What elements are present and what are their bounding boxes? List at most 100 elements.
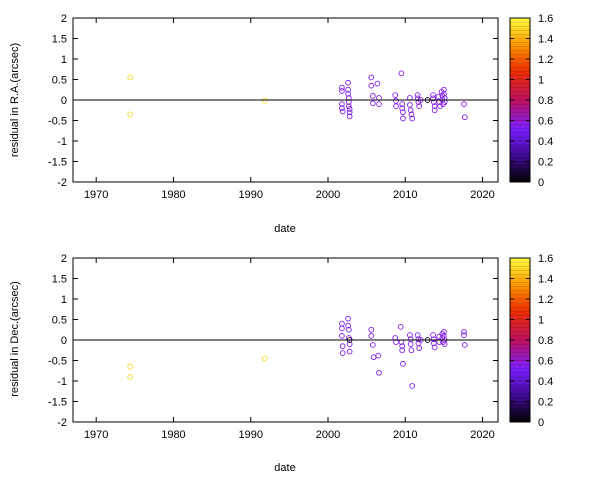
colorbar-tick-label: 0.4 (538, 136, 553, 148)
data-point (408, 111, 415, 118)
data-point (392, 92, 399, 98)
data-point (127, 111, 134, 118)
colorbar-tick-label: 1.6 (538, 13, 553, 25)
data-point (374, 80, 381, 87)
data-point (430, 92, 436, 98)
colorbar-tick-label: 1 (538, 75, 544, 87)
data-point (441, 86, 447, 93)
data-point (346, 103, 352, 110)
colorbar-tick-label: 0.8 (538, 95, 553, 107)
data-point (461, 332, 467, 338)
data-point (339, 333, 345, 339)
data-point (339, 101, 345, 107)
data-point (370, 354, 377, 361)
data-point (346, 113, 353, 120)
data-point (397, 324, 404, 330)
colorbar-tick-label: 1.6 (538, 253, 553, 265)
colorbar-ra: 0 0.2 0.4 0.6 0.8 1 1.2 1.4 1.6 (509, 13, 553, 189)
data-point (339, 350, 346, 356)
xtick-label: 1990 (238, 189, 262, 201)
colorbar-tick-label: 1 (538, 315, 544, 327)
data-point (408, 347, 415, 354)
data-point (346, 109, 353, 116)
data-point (407, 102, 413, 108)
data-point (431, 336, 437, 343)
ytick-label: 2 (61, 13, 67, 25)
colorbar-tick-label: 0.4 (538, 376, 553, 388)
xtick-label: 1980 (161, 189, 185, 201)
data-point (431, 344, 438, 351)
data-point (399, 347, 406, 354)
ytick-label: -1 (57, 376, 67, 388)
xtick-label: 2020 (470, 429, 494, 441)
data-point (441, 341, 448, 347)
ytick-label: -2 (57, 417, 67, 429)
colorbar-tick-label: 0 (538, 177, 544, 189)
data-point (407, 341, 414, 347)
data-point (431, 103, 438, 110)
xtick-label: 1980 (161, 429, 185, 441)
data-point (339, 84, 345, 91)
ytick-label: 0.5 (52, 75, 67, 87)
data-point (346, 106, 353, 112)
points-ra (127, 70, 468, 122)
data-point (430, 332, 436, 338)
colorbar-tick-label: 0.2 (538, 157, 553, 169)
data-point (416, 103, 423, 110)
ylabel-ra: residual in R.A.(arcsec) (9, 43, 21, 157)
data-point (346, 348, 353, 355)
data-point (400, 360, 406, 367)
data-point (127, 374, 134, 380)
ytick-label: 1.5 (52, 34, 67, 46)
colorbar-tick-label: 0.6 (538, 356, 553, 368)
data-point (441, 328, 447, 335)
data-point (414, 92, 421, 98)
data-point (431, 340, 437, 347)
ytick-label: 2 (61, 253, 67, 265)
ylabel-dec: residual in Dec.(arcsec) (9, 281, 21, 397)
data-point (261, 355, 268, 362)
data-point (431, 107, 438, 114)
colorbar-tick-label: 1.2 (538, 294, 553, 306)
data-point (441, 90, 447, 97)
data-point (127, 363, 134, 370)
axes-dec: -2 -1.5 -1 -0.5 0 0.5 1 1.5 2 1970 1980 1990 2000 201… (48, 253, 498, 441)
colorbar-tick-label: 1.4 (538, 34, 553, 46)
data-point (414, 95, 421, 102)
colorbar-dec-ticks: 0 0.2 0.4 0.6 0.8 1 1.2 1.4 1.6 (510, 253, 553, 429)
data-point (339, 320, 345, 327)
data-point (461, 342, 468, 348)
data-point (368, 82, 375, 89)
data-point (345, 322, 351, 329)
points-dec (127, 315, 468, 389)
ytick-label: -1 (57, 136, 67, 148)
xlabel-dec: date (274, 462, 295, 474)
colorbar-tick-label: 0.6 (538, 116, 553, 128)
colorbar-tick-label: 0.8 (538, 335, 553, 347)
data-point (430, 95, 436, 102)
ytick-label: -1.5 (48, 157, 67, 169)
data-point (461, 114, 468, 121)
xtick-label: 1970 (84, 429, 108, 441)
data-point (261, 97, 268, 104)
data-point (127, 74, 134, 81)
data-point (339, 343, 346, 350)
data-point (400, 115, 406, 122)
ytick-label: -0.5 (48, 116, 67, 128)
data-point (368, 333, 375, 339)
ytick-label: -0.5 (48, 356, 67, 368)
xlabel-ra: date (274, 223, 295, 235)
data-point (461, 101, 467, 107)
data-point (345, 86, 351, 93)
data-point (399, 343, 406, 350)
data-point (407, 107, 414, 114)
colorbar-ra-ticks: 0 0.2 0.4 0.6 0.8 1 1.2 1.4 1.6 (510, 13, 553, 189)
xtick-label: 2000 (316, 189, 340, 201)
data-point (436, 333, 443, 340)
ytick-label: 1 (61, 54, 67, 66)
colorbar-tick-label: 0.2 (538, 397, 553, 409)
data-point (393, 103, 399, 110)
data-point (369, 342, 376, 348)
data-point (368, 74, 375, 81)
